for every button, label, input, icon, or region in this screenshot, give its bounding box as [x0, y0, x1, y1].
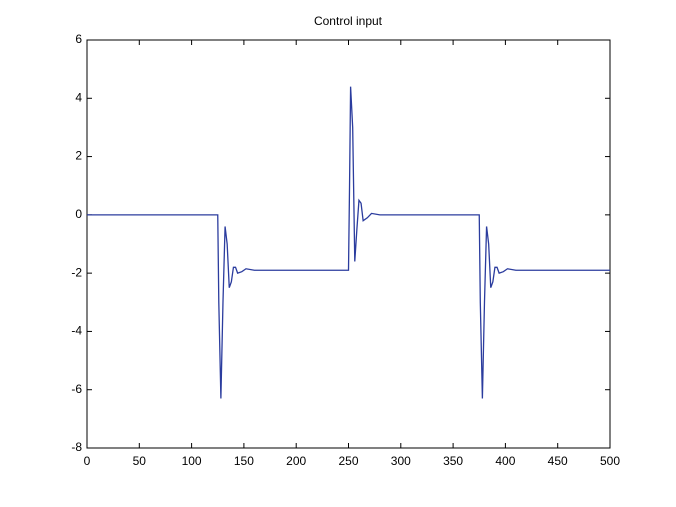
x-tick-label: 450: [548, 454, 568, 468]
y-tick-label: 6: [75, 32, 82, 46]
y-tick-label: -2: [71, 265, 82, 279]
x-tick-label: 50: [133, 454, 147, 468]
x-tick-label: 200: [286, 454, 306, 468]
y-tick-label: 0: [75, 207, 82, 221]
x-tick-label: 300: [391, 454, 411, 468]
y-tick-label: 4: [75, 90, 82, 104]
x-tick-label: 500: [600, 454, 620, 468]
y-tick-label: 2: [75, 149, 82, 163]
x-tick-label: 350: [443, 454, 463, 468]
y-tick-label: -4: [71, 324, 82, 338]
x-tick-label: 250: [338, 454, 358, 468]
x-tick-label: 100: [182, 454, 202, 468]
y-tick-label: -6: [71, 382, 82, 396]
chart-title: Control input: [314, 14, 383, 28]
x-tick-label: 0: [84, 454, 91, 468]
x-tick-label: 150: [234, 454, 254, 468]
y-tick-label: -8: [71, 440, 82, 454]
x-tick-label: 400: [495, 454, 515, 468]
data-line: [87, 86, 610, 399]
